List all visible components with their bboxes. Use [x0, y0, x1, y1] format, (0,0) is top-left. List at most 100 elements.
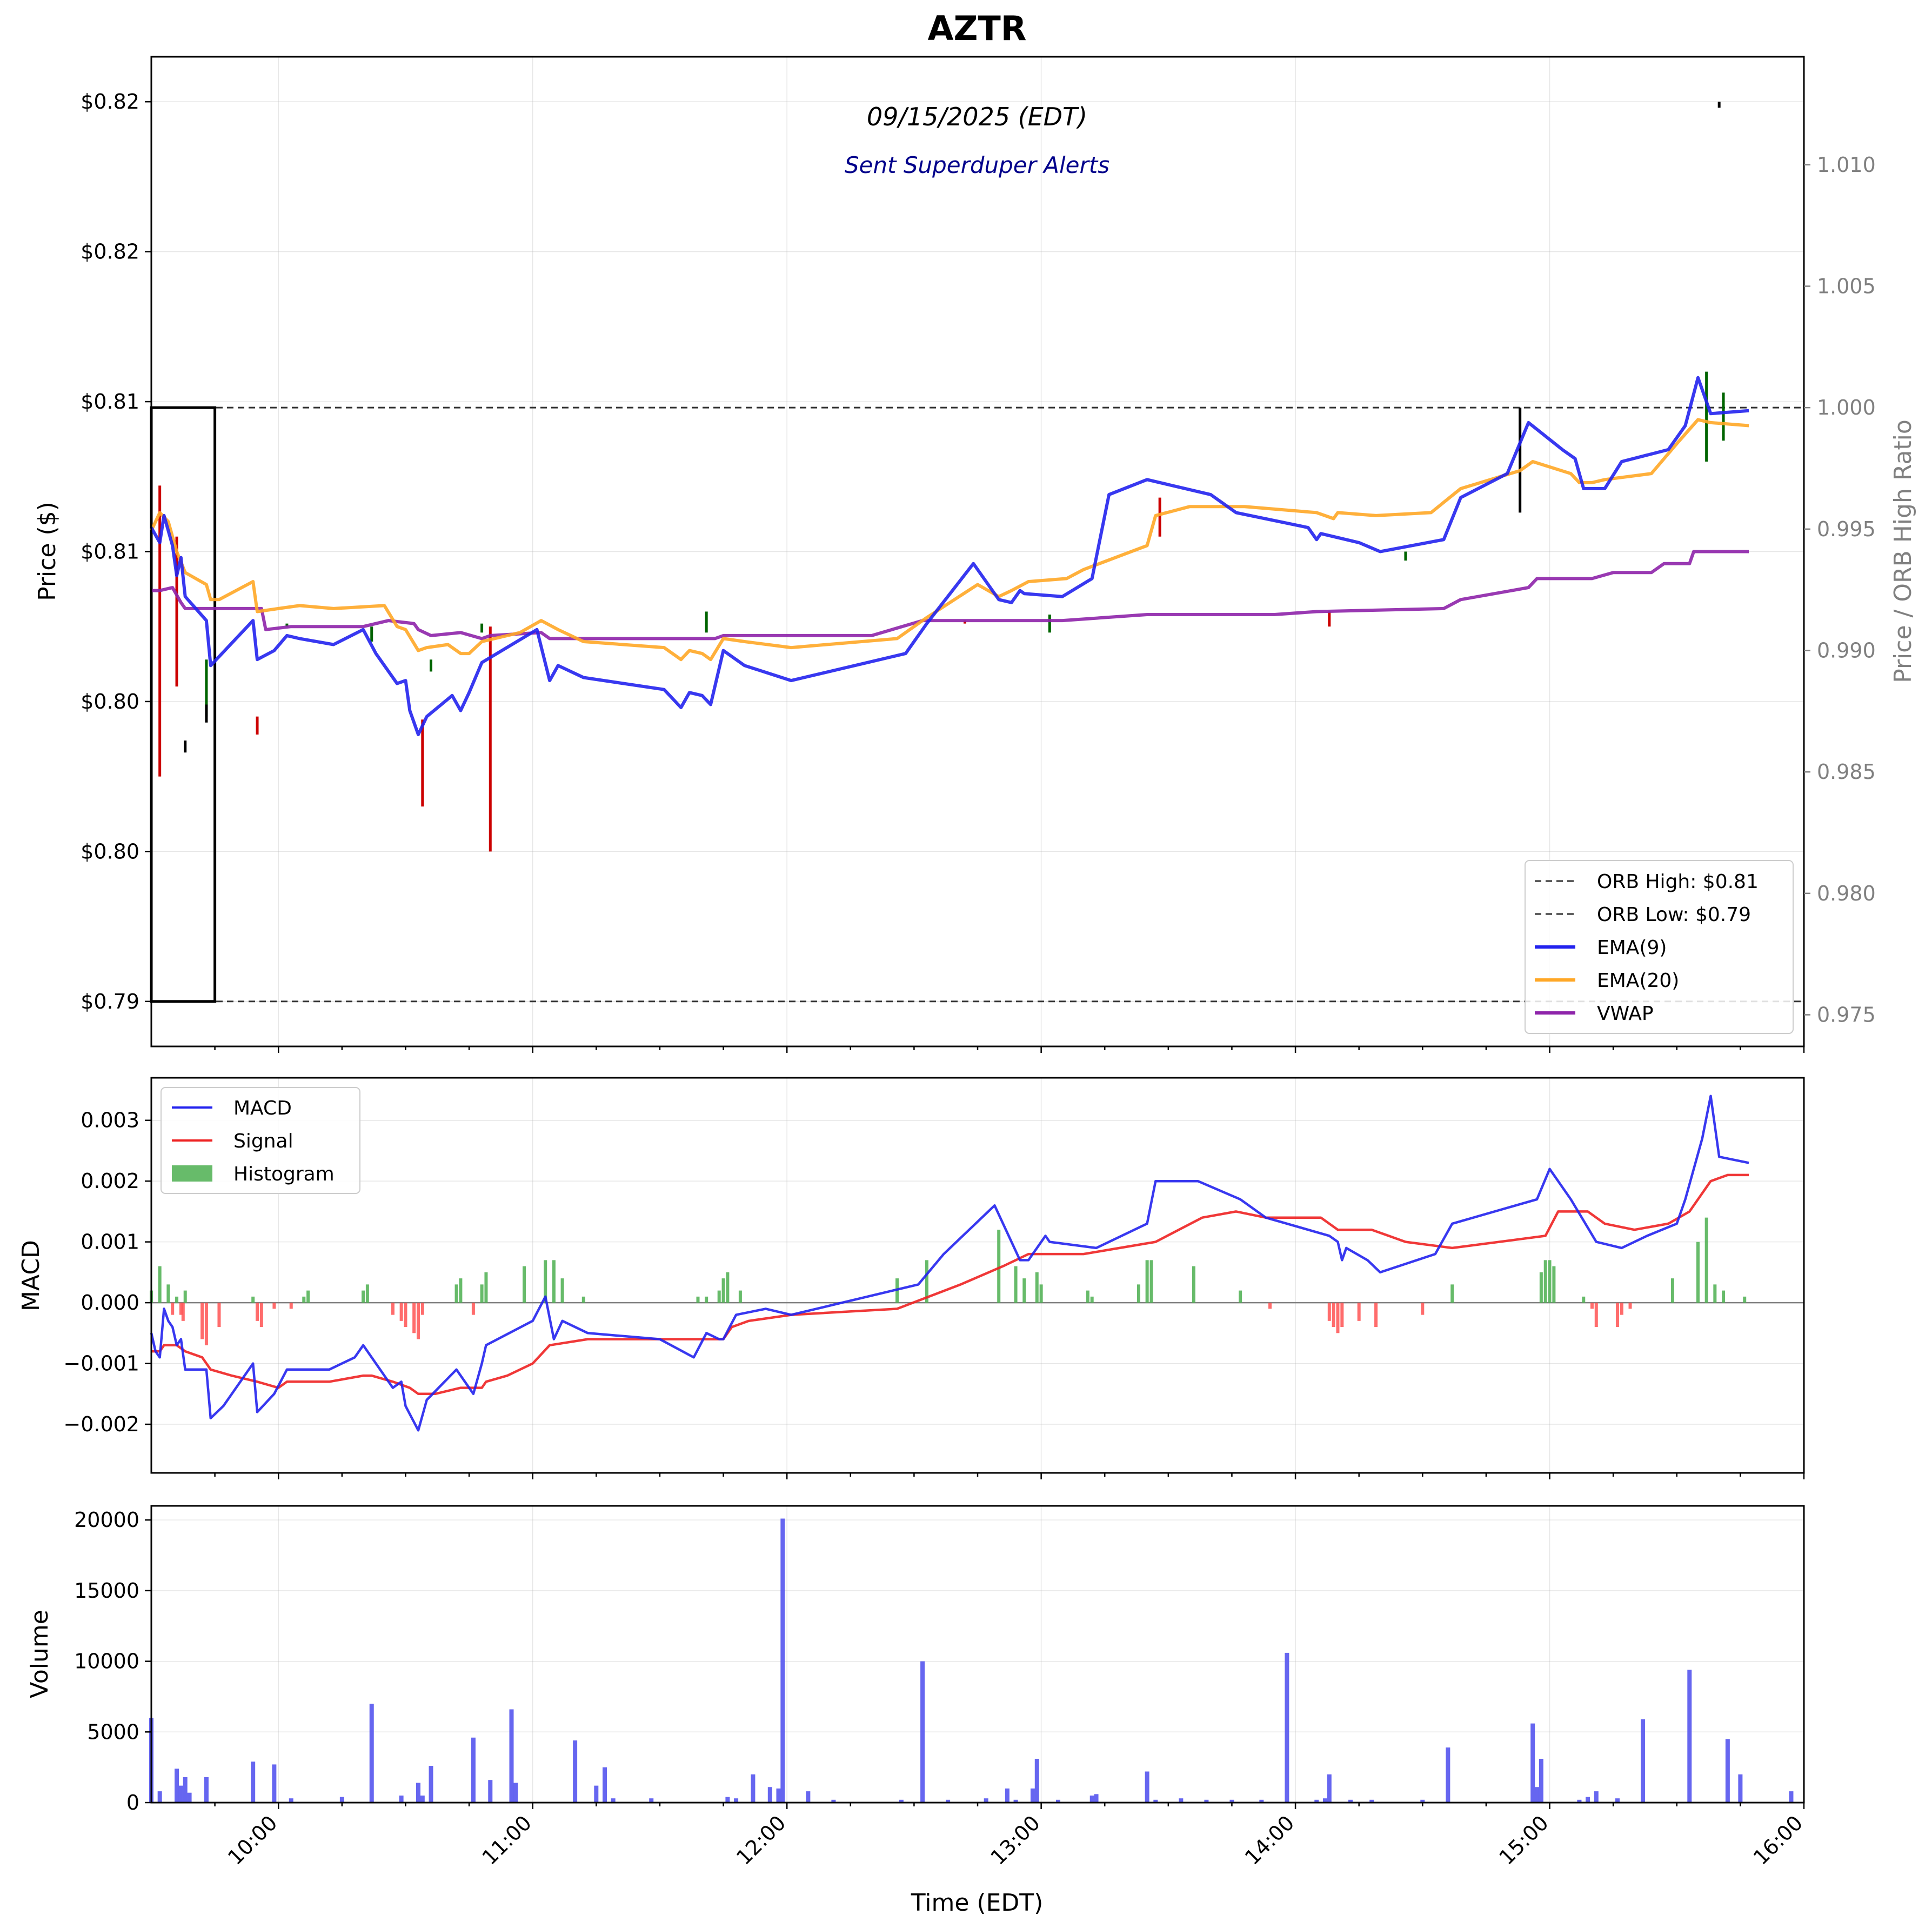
histogram-bar — [251, 1296, 255, 1303]
legend-histogram: Histogram — [233, 1163, 335, 1185]
volume-y-ticks: 0 5000 10000 15000 20000 — [74, 1508, 151, 1814]
histogram-bar — [1696, 1242, 1700, 1303]
volume-bar — [1530, 1723, 1535, 1803]
histogram-bar — [1552, 1266, 1556, 1303]
chart-title: AZTR — [928, 9, 1027, 48]
volume-bar — [899, 1799, 904, 1803]
volume-bar — [776, 1788, 781, 1803]
volume-bar — [1153, 1799, 1158, 1803]
x-tick-label: 10:00 — [223, 1811, 282, 1870]
histogram-bar — [1713, 1284, 1717, 1303]
histogram-bar — [217, 1303, 221, 1327]
price-legend: ORB High: $0.81 ORB Low: $0.79 EMA(9) EM… — [1525, 860, 1794, 1034]
histogram-bar — [181, 1303, 185, 1321]
histogram-bar — [1357, 1303, 1361, 1321]
y-tick-label: $0.80 — [81, 839, 139, 863]
volume-bar — [1089, 1795, 1094, 1803]
volume-bar — [1005, 1788, 1010, 1803]
volume-bar — [1789, 1791, 1794, 1803]
volume-bar — [1204, 1799, 1209, 1803]
histogram-bar — [581, 1296, 585, 1303]
volume-bar — [767, 1787, 772, 1803]
x-tick-label: 13:00 — [986, 1811, 1045, 1870]
volume-bar — [157, 1791, 162, 1803]
volume-bar — [1369, 1799, 1374, 1803]
price-grid — [151, 57, 1804, 1046]
volume-bar — [1615, 1798, 1620, 1803]
volume-bar — [1322, 1798, 1327, 1803]
ema9-line — [150, 376, 1749, 736]
histogram-bar — [1743, 1296, 1747, 1303]
volume-bar — [1094, 1794, 1099, 1803]
alerts-annotation: Sent Superduper Alerts — [845, 152, 1109, 178]
histogram-bar — [552, 1260, 556, 1303]
histogram-bar — [306, 1290, 310, 1303]
macd-y-ticks: −0.002 −0.001 0.000 0.001 0.002 0.003 — [63, 1109, 151, 1436]
volume-bar — [1738, 1774, 1743, 1803]
volume-bar — [1259, 1799, 1264, 1803]
volume-bar — [1594, 1791, 1599, 1803]
histogram-bar — [696, 1296, 700, 1303]
price-legend-box — [1525, 860, 1794, 1034]
volume-bar — [399, 1795, 404, 1803]
histogram-bar — [302, 1296, 306, 1303]
x-tick-label: 14:00 — [1240, 1811, 1299, 1870]
price-y-label: Price ($) — [34, 502, 61, 601]
price-panel: $0.79 $0.80 $0.80 $0.81 $0.81 $0.82 $0.82 0.97… — [34, 56, 1917, 1048]
y-tick-label: $0.81 — [81, 390, 139, 413]
volume-bar — [573, 1740, 578, 1803]
y-tick-label: 20000 — [74, 1508, 139, 1532]
histogram-bar — [1039, 1284, 1043, 1303]
histogram-bar — [1340, 1303, 1344, 1327]
volume-bar — [183, 1777, 188, 1803]
volume-bar — [594, 1785, 599, 1803]
histogram-bar — [412, 1303, 416, 1333]
histogram-bar — [1615, 1303, 1619, 1327]
volume-panel: 0 5000 10000 15000 20000 Volume — [26, 1505, 1805, 1814]
legend-signal: Signal — [233, 1130, 293, 1152]
histogram-bar — [1704, 1217, 1708, 1303]
macd-grid — [151, 1078, 1804, 1473]
volume-bar — [946, 1799, 951, 1803]
histogram-bar — [480, 1284, 484, 1303]
macd-legend: MACD Signal Histogram — [161, 1087, 360, 1194]
volume-grid — [151, 1506, 1804, 1803]
volume-bar — [471, 1737, 476, 1803]
ratio-tick-label: 1.010 — [1817, 153, 1876, 177]
histogram-bar — [1539, 1272, 1543, 1303]
volume-bar — [1229, 1799, 1234, 1803]
volume-bar — [1586, 1797, 1590, 1803]
x-axis-label: Time (EDT) — [911, 1889, 1044, 1917]
ratio-y-label: Price / ORB High Ratio — [1889, 419, 1917, 683]
volume-bar — [289, 1798, 293, 1803]
x-tick-label: 12:00 — [732, 1811, 791, 1870]
price-y-ticks: $0.79 $0.80 $0.80 $0.81 $0.81 $0.82 $0.82 — [81, 90, 151, 1013]
histogram-bar — [1582, 1296, 1586, 1303]
volume-bar — [1034, 1758, 1039, 1803]
legend-orb-low: ORB Low: $0.79 — [1597, 904, 1751, 926]
y-tick-label: $0.82 — [81, 90, 139, 114]
histogram-bar — [399, 1303, 403, 1321]
histogram-bar — [1450, 1284, 1454, 1303]
volume-bar — [649, 1798, 654, 1803]
volume-bar — [1577, 1799, 1582, 1803]
volume-bar — [751, 1774, 756, 1803]
volume-bar — [734, 1798, 739, 1803]
y-tick-label: $0.82 — [81, 240, 139, 264]
macd-histogram — [150, 1217, 1747, 1345]
histogram-bar — [256, 1303, 259, 1321]
histogram-bar — [166, 1284, 170, 1303]
volume-bar — [602, 1767, 607, 1803]
volume-bar — [187, 1792, 192, 1803]
volume-bars — [149, 1518, 1794, 1803]
volume-bar — [1030, 1788, 1035, 1803]
volume-bar — [1420, 1799, 1425, 1803]
macd-lines — [150, 1095, 1749, 1432]
volume-bar — [1687, 1670, 1692, 1803]
macd-panel-frame — [150, 1077, 1805, 1474]
macd-line — [150, 1095, 1749, 1432]
legend-macd: MACD — [233, 1097, 292, 1119]
histogram-bar — [560, 1278, 564, 1303]
histogram-bar — [1327, 1303, 1331, 1321]
